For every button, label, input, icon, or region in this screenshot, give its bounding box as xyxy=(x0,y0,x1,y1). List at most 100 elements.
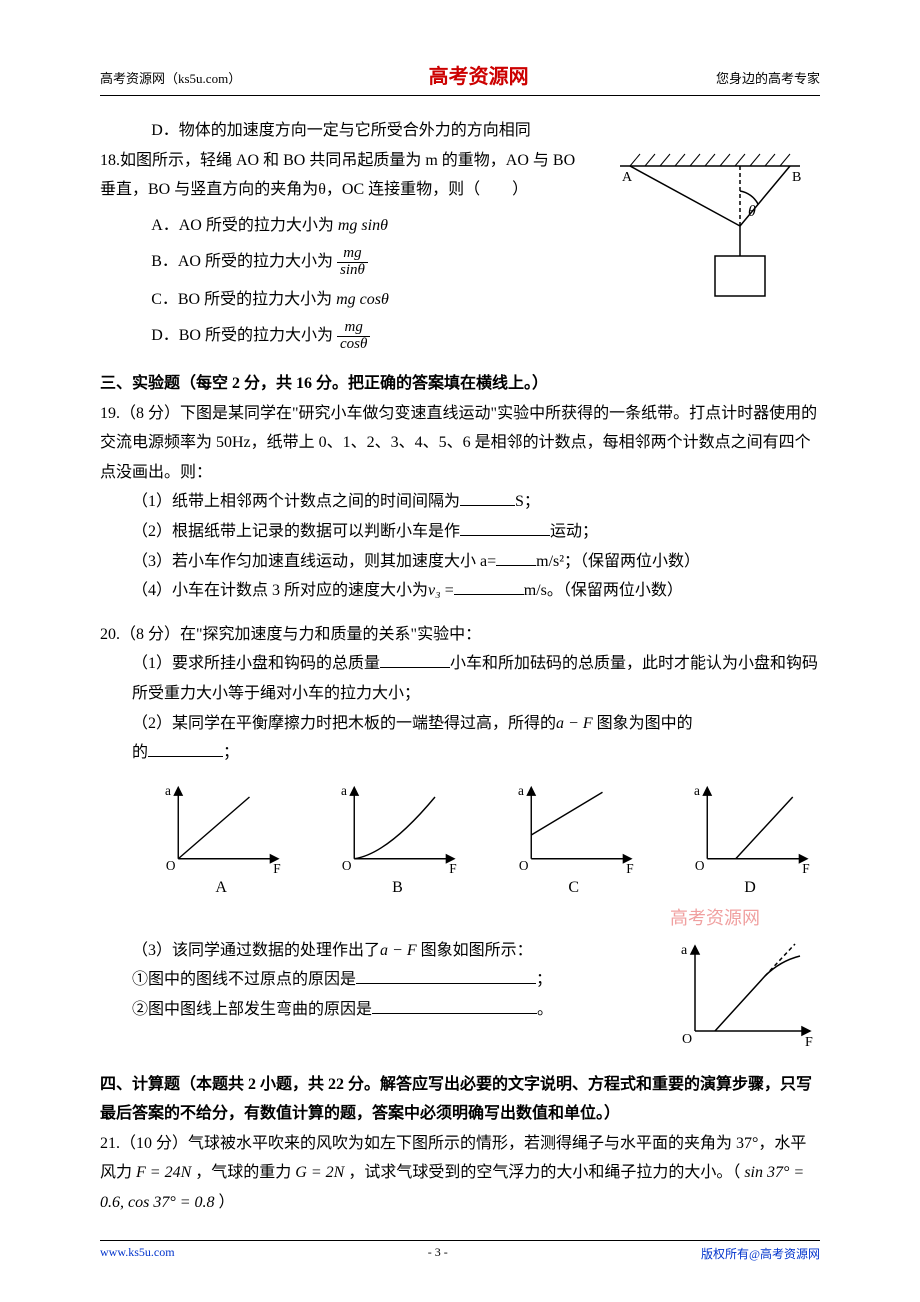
q20-p1: （1）要求所挂小盘和钩码的总质量小车和所加砝码的总质量，此时才能认为小盘和钩码所… xyxy=(100,649,820,708)
footer-left: www.ks5u.com xyxy=(100,1245,175,1262)
page: 高考资源网（ks5u.com） 高考资源网 您身边的高考专家 D．物体的加速度方… xyxy=(0,0,920,1302)
q19-p1b: S； xyxy=(515,493,540,510)
q18-option-d: D．BO 所受的拉力大小为 mgcosθ xyxy=(100,320,590,353)
svg-text:F: F xyxy=(802,861,809,873)
q17-option-d: D．物体的加速度方向一定与它所受合外力的方向相同 xyxy=(100,116,820,146)
svg-text:O: O xyxy=(682,1032,692,1046)
q18-option-c: C．BO 所受的拉力大小为 mg cosθ xyxy=(100,285,590,315)
q20-p2af: a − F xyxy=(556,715,593,732)
diag-label-theta: θ xyxy=(748,203,756,220)
q21-F: F = 24N xyxy=(136,1164,191,1181)
q18-option-b: B．AO 所受的拉力大小为 mgsinθ xyxy=(100,246,590,279)
diag-label-a: A xyxy=(622,170,633,185)
q19-p1: （1）纸带上相邻两个计数点之间的时间间隔为S； xyxy=(100,487,820,517)
q19-p4b: m/s。（保留两位小数） xyxy=(524,582,683,599)
watermark: 高考资源网 xyxy=(100,902,820,935)
q18-c-expr: mg cosθ xyxy=(336,291,389,308)
svg-text:O: O xyxy=(166,858,176,873)
graph-label-b: B xyxy=(327,873,467,903)
blank xyxy=(148,740,223,757)
q18-d-den: cosθ xyxy=(337,337,370,353)
q18-c-prefix: C．BO 所受的拉力大小为 xyxy=(151,291,332,308)
section-4-title: 四、计算题（本题共 2 小题，共 22 分。解答应写出必要的文字说明、方程式和重… xyxy=(100,1070,820,1129)
page-header: 高考资源网（ks5u.com） 高考资源网 您身边的高考专家 xyxy=(100,60,820,89)
footer-rule xyxy=(100,1240,820,1241)
header-left: 高考资源网（ks5u.com） xyxy=(100,68,241,87)
q20-p3-2b: 。 xyxy=(537,1001,553,1018)
content: D．物体的加速度方向一定与它所受合外力的方向相同 18.如图所示，轻绳 AO 和… xyxy=(100,116,820,1218)
q20: 20.（8 分）在"探究加速度与力和质量的关系"实验中： （1）要求所挂小盘和钩… xyxy=(100,620,820,1046)
graph-e: a F O xyxy=(670,936,820,1046)
q20-p3af: a − F xyxy=(380,942,417,959)
graph-label-a: A xyxy=(151,873,291,903)
svg-text:F: F xyxy=(805,1035,813,1046)
graph-d: a F O D xyxy=(680,778,820,903)
blank xyxy=(372,997,537,1014)
q18-b-prefix: B．AO 所受的拉力大小为 xyxy=(151,253,333,270)
q18-a-expr: mg sinθ xyxy=(338,217,388,234)
svg-text:F: F xyxy=(450,861,457,873)
q20-p3a2: 图象如图所示： xyxy=(417,942,533,959)
q20-p3-1a: ①图中的图线不过原点的原因是 xyxy=(132,971,356,988)
q19-p4: （4）小车在计数点 3 所对应的速度大小为v₃ = m/s。（保留两位小数） xyxy=(100,576,820,606)
q21-G: G = 2N xyxy=(295,1164,344,1181)
q19: 19.（8 分）下图是某同学在"研究小车做匀变速直线运动"实验中所获得的一条纸带… xyxy=(100,399,820,606)
q20-p3-1b: ； xyxy=(536,971,552,988)
svg-text:F: F xyxy=(626,861,633,873)
q18-stem: 18.如图所示，轻绳 AO 和 BO 共同吊起质量为 m 的重物，AO 与 BO… xyxy=(100,146,590,205)
q20-p3a: （3）该同学通过数据的处理作出了 xyxy=(132,942,380,959)
q20-p2b: ； xyxy=(223,744,239,761)
header-center-brand: 高考资源网 xyxy=(429,60,529,89)
q19-head: 19.（8 分）下图是某同学在"研究小车做匀变速直线运动"实验中所获得的一条纸带… xyxy=(100,399,820,488)
svg-text:O: O xyxy=(695,858,705,873)
svg-text:O: O xyxy=(342,858,352,873)
q21-c: ，试求气球受到的空气浮力的大小和绳子拉力的大小。（ xyxy=(348,1164,740,1181)
q18-d-prefix: D．BO 所受的拉力大小为 xyxy=(151,327,333,344)
q20-graphs: a F O A a F O xyxy=(100,778,820,903)
q18-option-a: A．AO 所受的拉力大小为 mg sinθ xyxy=(100,211,590,241)
q19-p3a: （3）若小车作匀加速直线运动，则其加速度大小 a= xyxy=(132,553,496,570)
header-rule xyxy=(100,95,820,96)
q18-b-num: mg xyxy=(337,246,368,263)
svg-text:a: a xyxy=(694,783,700,798)
q21-b: ，气球的重力 xyxy=(195,1164,291,1181)
footer-page-number: - 3 - xyxy=(428,1245,448,1262)
svg-text:O: O xyxy=(519,858,529,873)
blank xyxy=(356,967,536,984)
q18: 18.如图所示，轻绳 AO 和 BO 共同吊起质量为 m 的重物，AO 与 BO… xyxy=(100,146,820,359)
graph-c: a F O C xyxy=(504,778,644,903)
q19-p2b: 运动； xyxy=(550,523,598,540)
q20-p2a2: 图象为图中的 xyxy=(593,715,693,732)
blank xyxy=(496,549,536,566)
q18-diagram: A B θ xyxy=(600,146,820,316)
blank xyxy=(380,651,450,668)
q20-p2: （2）某同学在平衡摩擦力时把木板的一端垫得过高，所得的a − F 图象为图中的 … xyxy=(100,709,820,768)
graph-label-c: C xyxy=(504,873,644,903)
svg-text:a: a xyxy=(518,783,524,798)
q20-p1a: （1）要求所挂小盘和钩码的总质量 xyxy=(132,655,380,672)
q21-d: ） xyxy=(219,1194,235,1211)
blank xyxy=(454,578,524,595)
q19-p4v: v₃ xyxy=(428,582,441,599)
q19-p4eq: = xyxy=(441,582,454,599)
graph-b: a F O B xyxy=(327,778,467,903)
svg-text:F: F xyxy=(273,861,280,873)
q18-a-prefix: A．AO 所受的拉力大小为 xyxy=(151,217,334,234)
diag-label-b: B xyxy=(792,170,801,185)
blank xyxy=(460,489,515,506)
page-footer: www.ks5u.com - 3 - 版权所有@高考资源网 xyxy=(100,1240,820,1262)
section-3-title: 三、实验题（每空 2 分，共 16 分。把正确的答案填在横线上。） xyxy=(100,369,820,399)
q20-p3-2a: ②图中图线上部发生弯曲的原因是 xyxy=(132,1001,372,1018)
q19-p3: （3）若小车作匀加速直线运动，则其加速度大小 a= m/s²；（保留两位小数） xyxy=(100,547,820,577)
q20-p2a: （2）某同学在平衡摩擦力时把木板的一端垫得过高，所得的 xyxy=(132,715,556,732)
q18-b-den: sinθ xyxy=(337,263,368,279)
q19-p3b: m/s²；（保留两位小数） xyxy=(536,553,700,570)
svg-text:a: a xyxy=(681,943,688,958)
q21: 21.（10 分）气球被水平吹来的风吹为如左下图所示的情形，若测得绳子与水平面的… xyxy=(100,1129,820,1218)
svg-text:a: a xyxy=(165,783,171,798)
q19-p2a: （2）根据纸带上记录的数据可以判断小车是作 xyxy=(132,523,460,540)
header-right: 您身边的高考专家 xyxy=(716,68,820,87)
q20-head: 20.（8 分）在"探究加速度与力和质量的关系"实验中： xyxy=(100,620,820,650)
q19-p4a: （4）小车在计数点 3 所对应的速度大小为 xyxy=(132,582,428,599)
footer-right: 版权所有@高考资源网 xyxy=(701,1245,820,1262)
